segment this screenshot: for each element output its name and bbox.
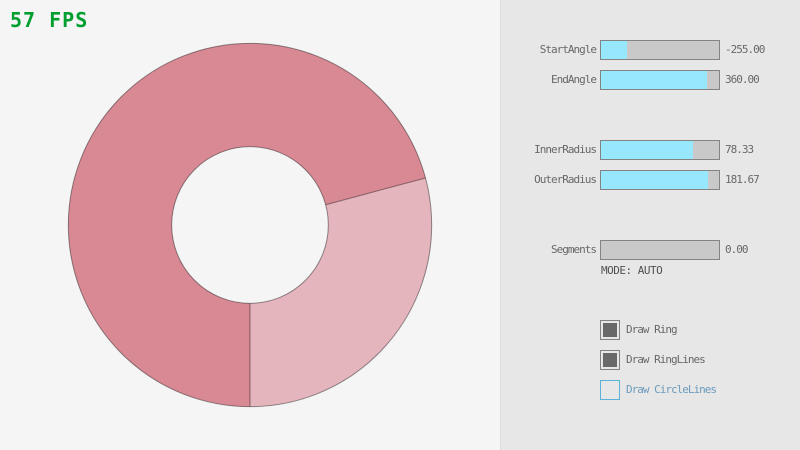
ring-canvas xyxy=(67,42,433,408)
end-angle-value: 360.00 xyxy=(725,73,760,86)
start-angle-label: StartAngle xyxy=(539,43,597,56)
fps-counter: 57 FPS xyxy=(10,8,89,32)
outer-radius-slider-fill xyxy=(601,171,709,189)
end-angle-label: EndAngle xyxy=(551,73,597,86)
slider-row-segments: Segments 0.00 xyxy=(501,240,800,260)
slider-row-outer-radius: OuterRadius 181.67 xyxy=(501,170,800,190)
draw-ring-lines-checkmark xyxy=(603,353,617,367)
checkbox-row-draw-circle-lines: Draw CircleLines xyxy=(600,380,800,400)
checkbox-row-draw-ring: Draw Ring xyxy=(600,320,800,340)
mode-label: MODE: AUTO xyxy=(601,264,663,277)
draw-circle-lines-label: Draw CircleLines xyxy=(626,383,717,396)
draw-ring-checkmark xyxy=(603,323,617,337)
segments-slider[interactable] xyxy=(600,240,720,260)
inner-radius-label: InnerRadius xyxy=(534,143,597,156)
inner-radius-slider-fill xyxy=(601,141,694,159)
end-angle-slider-fill xyxy=(601,71,708,89)
draw-circle-lines-checkbox[interactable] xyxy=(600,380,620,400)
ring-endcap-line-start xyxy=(325,177,426,206)
ring-segment-double-pass xyxy=(68,43,426,407)
ring-inner-line xyxy=(171,146,329,304)
ring-lines xyxy=(67,42,433,408)
ring-outer-line xyxy=(67,42,433,408)
checkbox-row-draw-ring-lines: Draw RingLines xyxy=(600,350,800,370)
start-angle-value: -255.00 xyxy=(725,43,765,56)
end-angle-slider[interactable] xyxy=(600,70,720,90)
slider-row-end-angle: EndAngle 360.00 xyxy=(501,70,800,90)
draw-ring-label: Draw Ring xyxy=(626,323,678,336)
outer-radius-slider[interactable] xyxy=(600,170,720,190)
start-angle-slider-fill xyxy=(601,41,627,59)
segments-value: 0.00 xyxy=(725,243,748,256)
inner-radius-slider[interactable] xyxy=(600,140,720,160)
slider-row-inner-radius: InnerRadius 78.33 xyxy=(501,140,800,160)
draw-ring-lines-label: Draw RingLines xyxy=(626,353,706,366)
ring-segment-single-pass xyxy=(250,177,432,407)
draw-ring-lines-checkbox[interactable] xyxy=(600,350,620,370)
outer-radius-value: 181.67 xyxy=(725,173,760,186)
start-angle-slider[interactable] xyxy=(600,40,720,60)
draw-ring-checkbox[interactable] xyxy=(600,320,620,340)
control-panel: StartAngle -255.00 EndAngle 360.00 Inner… xyxy=(500,0,800,450)
slider-row-start-angle: StartAngle -255.00 xyxy=(501,40,800,60)
inner-radius-value: 78.33 xyxy=(725,143,754,156)
segments-label: Segments xyxy=(551,243,597,256)
outer-radius-label: OuterRadius xyxy=(534,173,597,186)
